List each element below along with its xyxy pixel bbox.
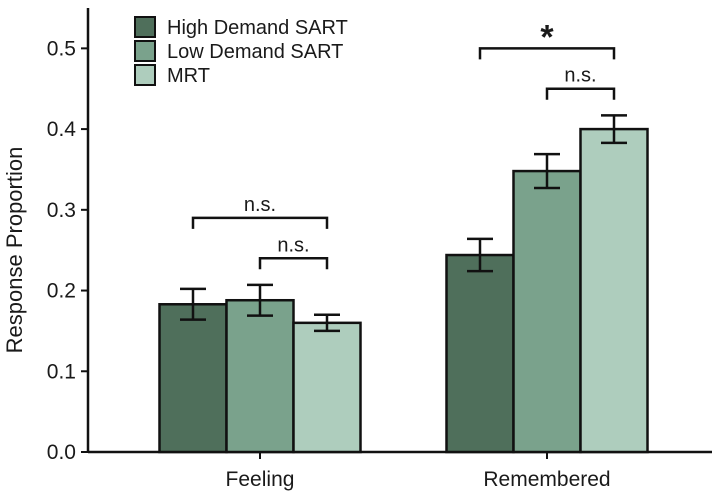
x-tick-label: Remembered (483, 468, 610, 491)
bar (158, 303, 228, 454)
significance-label: n.s. (277, 234, 309, 256)
bar (225, 298, 295, 454)
bar (292, 321, 362, 454)
legend-swatch (134, 64, 156, 86)
legend-label: MRT (167, 65, 210, 87)
bar (579, 127, 649, 454)
y-tick-label: 0.2 (47, 280, 76, 303)
y-tick-label: 0.3 (47, 199, 76, 222)
significance-annotations: n.s.n.s.*n.s. (191, 18, 616, 270)
legend-label: Low Demand SART (167, 41, 343, 63)
bars (158, 127, 649, 454)
significance-bracket (478, 47, 616, 60)
y-axis-title: Response Proportion (2, 147, 27, 354)
significance-star: * (540, 18, 554, 56)
legend-swatch (134, 16, 156, 38)
error-bars (180, 114, 627, 333)
significance-label: n.s. (244, 194, 276, 216)
y-tick-label: 0.0 (47, 441, 76, 464)
y-tick-label: 0.4 (47, 118, 77, 141)
significance-label: n.s. (564, 65, 596, 87)
significance-bracket (191, 216, 329, 229)
bar (445, 253, 515, 454)
significance-bracket (258, 257, 329, 270)
significance-bracket (545, 87, 616, 100)
bar (512, 169, 582, 454)
legend-swatch (134, 40, 156, 62)
x-tick-label: Feeling (226, 468, 295, 491)
legend-label: High Demand SART (167, 17, 348, 39)
y-tick-label: 0.5 (47, 37, 76, 60)
y-tick-label: 0.1 (47, 360, 76, 383)
